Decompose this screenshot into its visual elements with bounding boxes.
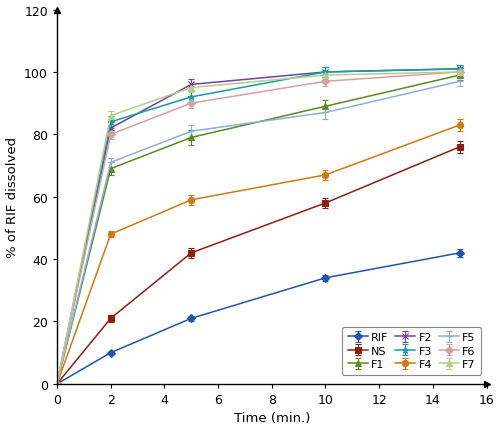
Y-axis label: % of RIF dissolved: % of RIF dissolved [6,137,18,258]
X-axis label: Time (min.): Time (min.) [234,412,310,424]
Legend: RIF, NS, F1, F2, F3, F4, F5, F6, F7: RIF, NS, F1, F2, F3, F4, F5, F6, F7 [342,327,481,375]
